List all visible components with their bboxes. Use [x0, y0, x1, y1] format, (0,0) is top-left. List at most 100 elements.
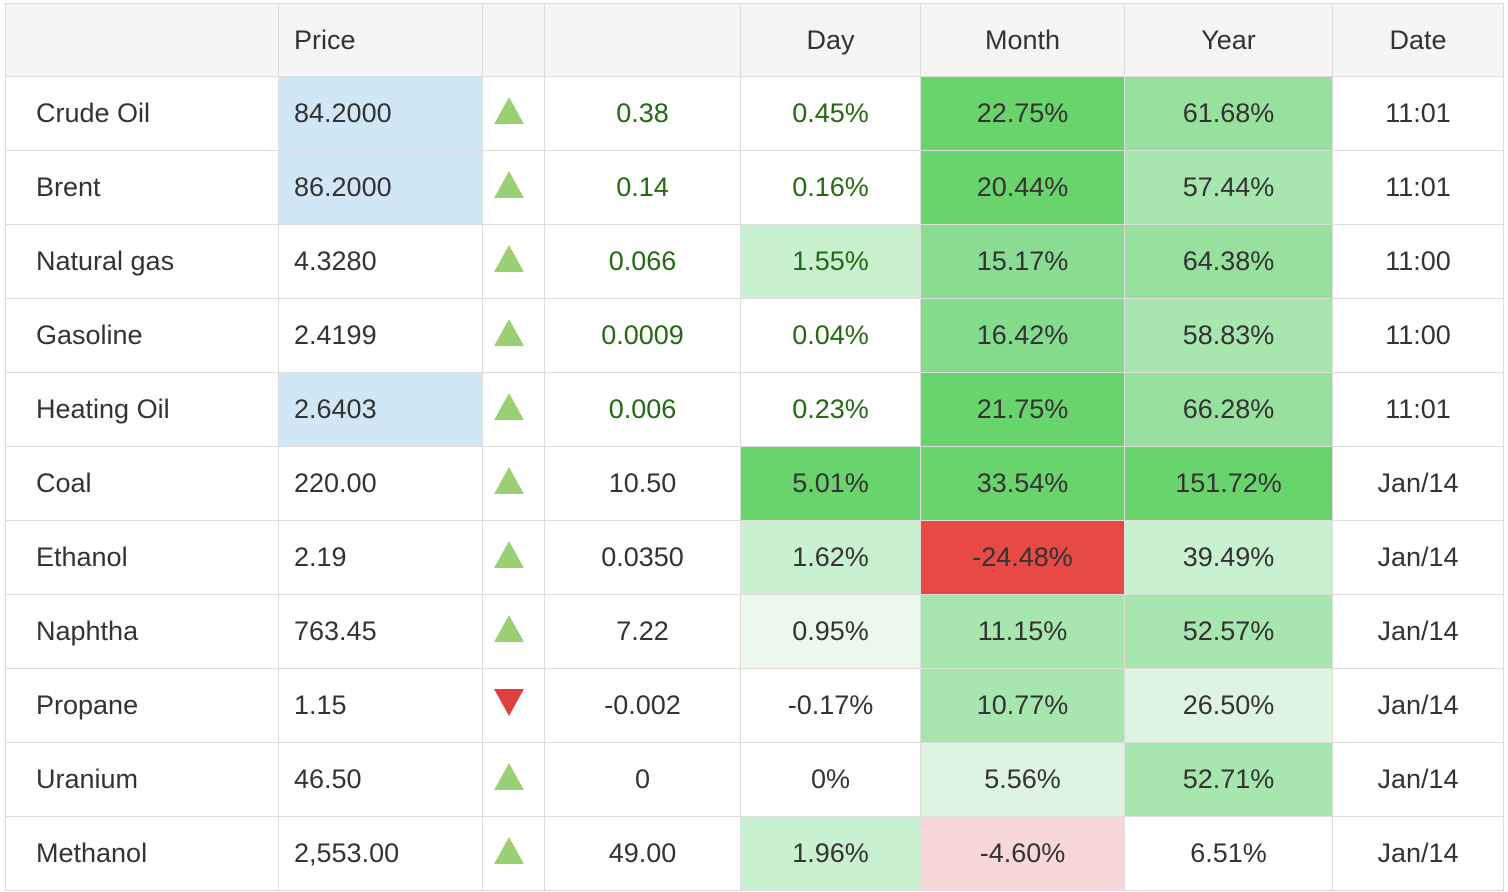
commodity-name[interactable]: Heating Oil: [5, 372, 279, 447]
price-cell: 2.19: [278, 520, 483, 595]
price-cell: 1.15: [278, 668, 483, 743]
change-cell: -0.002: [544, 668, 741, 743]
year-change-cell: 61.68%: [1124, 76, 1333, 151]
month-change-cell: 22.75%: [920, 76, 1125, 151]
day-change-cell: -0.17%: [740, 668, 921, 743]
month-change-cell: 16.42%: [920, 298, 1125, 373]
date-cell: 11:00: [1332, 224, 1504, 299]
header-price: Price: [278, 3, 483, 77]
direction-cell: [482, 742, 545, 817]
commodity-name[interactable]: Ethanol: [5, 520, 279, 595]
price-cell: 2.6403: [278, 372, 483, 447]
triangle-up-icon: [493, 171, 524, 199]
change-cell: 7.22: [544, 594, 741, 669]
table-row[interactable]: Propane 1.15 -0.002 -0.17% 10.77% 26.50% Jan/1…: [5, 668, 1504, 743]
table-row[interactable]: Crude Oil 84.2000 0.38 0.45% 22.75% 61.68% 11:…: [5, 76, 1504, 151]
day-change-cell: 1.96%: [740, 816, 921, 891]
table-row[interactable]: Coal 220.00 10.50 5.01% 33.54% 151.72% Jan/14: [5, 446, 1504, 521]
change-cell: 49.00: [544, 816, 741, 891]
change-cell: 0: [544, 742, 741, 817]
table-row[interactable]: Uranium 46.50 0 0% 5.56% 52.71% Jan/14: [5, 742, 1504, 817]
triangle-up-icon: [493, 393, 524, 421]
triangle-up-icon: [493, 467, 524, 495]
table-row[interactable]: Natural gas 4.3280 0.066 1.55% 15.17% 64.38% 1…: [5, 224, 1504, 299]
direction-cell: [482, 298, 545, 373]
direction-cell: [482, 372, 545, 447]
price-cell: 86.2000: [278, 150, 483, 225]
month-change-cell: 21.75%: [920, 372, 1125, 447]
direction-cell: [482, 76, 545, 151]
table-row[interactable]: Heating Oil 2.6403 0.006 0.23% 21.75% 66.28% 1…: [5, 372, 1504, 447]
triangle-up-icon: [493, 541, 524, 569]
direction-cell: [482, 150, 545, 225]
month-change-cell: -4.60%: [920, 816, 1125, 891]
header-name: [5, 3, 279, 77]
direction-cell: [482, 668, 545, 743]
header-direction: [482, 3, 545, 77]
date-cell: Jan/14: [1332, 668, 1504, 743]
date-cell: Jan/14: [1332, 446, 1504, 521]
date-cell: 11:01: [1332, 76, 1504, 151]
date-cell: Jan/14: [1332, 594, 1504, 669]
table-header: Price Day Month Year Date: [5, 3, 1504, 77]
date-cell: 11:01: [1332, 372, 1504, 447]
price-cell: 763.45: [278, 594, 483, 669]
table-row[interactable]: Naphtha 763.45 7.22 0.95% 11.15% 52.57% Jan/14: [5, 594, 1504, 669]
commodity-name[interactable]: Crude Oil: [5, 76, 279, 151]
price-cell: 84.2000: [278, 76, 483, 151]
triangle-up-icon: [493, 245, 524, 273]
table-row[interactable]: Ethanol 2.19 0.0350 1.62% -24.48% 39.49% Jan/1…: [5, 520, 1504, 595]
commodity-name[interactable]: Naphtha: [5, 594, 279, 669]
header-day: Day: [740, 3, 921, 77]
commodities-table: Price Day Month Year Date Crude Oil 84.20…: [5, 3, 1504, 891]
date-cell: Jan/14: [1332, 742, 1504, 817]
header-year: Year: [1124, 3, 1333, 77]
change-cell: 10.50: [544, 446, 741, 521]
price-cell: 220.00: [278, 446, 483, 521]
year-change-cell: 151.72%: [1124, 446, 1333, 521]
day-change-cell: 5.01%: [740, 446, 921, 521]
year-change-cell: 26.50%: [1124, 668, 1333, 743]
triangle-up-icon: [493, 97, 524, 125]
header-change: [544, 3, 741, 77]
triangle-up-icon: [493, 615, 524, 643]
commodity-name[interactable]: Coal: [5, 446, 279, 521]
day-change-cell: 0%: [740, 742, 921, 817]
change-cell: 0.066: [544, 224, 741, 299]
price-cell: 2,553.00: [278, 816, 483, 891]
triangle-up-icon: [493, 319, 524, 347]
month-change-cell: 10.77%: [920, 668, 1125, 743]
day-change-cell: 1.55%: [740, 224, 921, 299]
change-cell: 0.006: [544, 372, 741, 447]
triangle-up-icon: [493, 763, 524, 791]
commodity-name[interactable]: Natural gas: [5, 224, 279, 299]
month-change-cell: -24.48%: [920, 520, 1125, 595]
month-change-cell: 20.44%: [920, 150, 1125, 225]
year-change-cell: 58.83%: [1124, 298, 1333, 373]
day-change-cell: 0.95%: [740, 594, 921, 669]
date-cell: 11:01: [1332, 150, 1504, 225]
year-change-cell: 52.71%: [1124, 742, 1333, 817]
commodity-name[interactable]: Uranium: [5, 742, 279, 817]
commodity-name[interactable]: Gasoline: [5, 298, 279, 373]
date-cell: 11:00: [1332, 298, 1504, 373]
table-body: Crude Oil 84.2000 0.38 0.45% 22.75% 61.68% 11:…: [5, 76, 1504, 891]
commodity-name[interactable]: Brent: [5, 150, 279, 225]
change-cell: 0.0009: [544, 298, 741, 373]
year-change-cell: 64.38%: [1124, 224, 1333, 299]
commodity-name[interactable]: Methanol: [5, 816, 279, 891]
month-change-cell: 33.54%: [920, 446, 1125, 521]
table-row[interactable]: Methanol 2,553.00 49.00 1.96% -4.60% 6.51% Jan…: [5, 816, 1504, 891]
table-row[interactable]: Brent 86.2000 0.14 0.16% 20.44% 57.44% 11:01: [5, 150, 1504, 225]
year-change-cell: 39.49%: [1124, 520, 1333, 595]
month-change-cell: 15.17%: [920, 224, 1125, 299]
price-cell: 2.4199: [278, 298, 483, 373]
change-cell: 0.14: [544, 150, 741, 225]
triangle-down-icon: [493, 689, 524, 717]
triangle-up-icon: [493, 837, 524, 865]
year-change-cell: 57.44%: [1124, 150, 1333, 225]
date-cell: Jan/14: [1332, 816, 1504, 891]
direction-cell: [482, 224, 545, 299]
commodity-name[interactable]: Propane: [5, 668, 279, 743]
table-row[interactable]: Gasoline 2.4199 0.0009 0.04% 16.42% 58.83% 11:…: [5, 298, 1504, 373]
